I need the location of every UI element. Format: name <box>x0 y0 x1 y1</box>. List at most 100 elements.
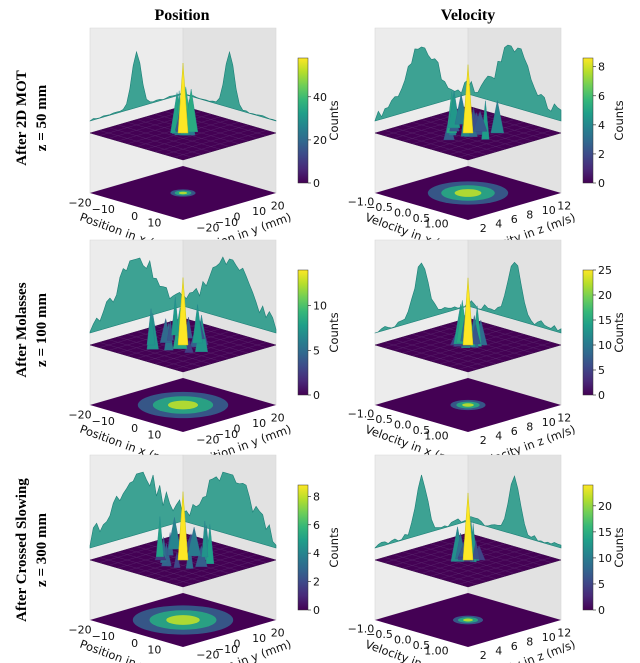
y-tick-label: 20 <box>271 627 285 640</box>
colorbar-tick-label: 2 <box>313 576 320 589</box>
row-title-0: After 2D MOT z = 50 mm <box>14 70 50 166</box>
x-tick-label: −1.0 <box>348 623 375 636</box>
heatmap-spot <box>166 615 200 625</box>
colorbar-tick-label: 6 <box>598 90 605 103</box>
y-tick-label: −20 <box>196 221 219 234</box>
colorbar <box>297 484 309 611</box>
x-tick-label: 1.00 <box>424 429 449 442</box>
colorbar-tick-label: 0 <box>598 604 605 617</box>
colorbar-tick-label: 0 <box>313 389 320 402</box>
row-title-1: After Molasses z = 100 mm <box>14 282 50 377</box>
y-tick-label: 20 <box>271 412 285 425</box>
x-tick-label: −1.0 <box>348 408 375 421</box>
colorbar-tick-label: 4 <box>313 547 320 560</box>
colorbar-tick-label: 10 <box>313 300 327 313</box>
x-tick-label: 0.5 <box>413 639 431 652</box>
colorbar-tick-label: 0 <box>313 177 320 190</box>
surface-peak <box>177 62 189 134</box>
colorbar-label: Counts <box>612 312 626 352</box>
surface-peak <box>184 89 199 133</box>
colorbar-tick-label: 0 <box>598 389 605 402</box>
x-tick-label: −10 <box>92 203 115 216</box>
x-tick-label: 0 <box>131 637 138 650</box>
projection-x <box>374 474 469 549</box>
heatmap-spot <box>178 191 188 195</box>
y-tick-label: 20 <box>271 200 285 213</box>
y-tick-label: 6 <box>511 425 518 438</box>
surface-peak <box>490 100 505 134</box>
column-title-position: Position <box>154 7 209 24</box>
surface-peak <box>201 520 209 558</box>
x-tick-label: −10 <box>92 415 115 428</box>
colorbar-tick-label: 15 <box>598 314 612 327</box>
colorbar <box>582 484 594 611</box>
colorbar-tick-label: 6 <box>313 519 320 532</box>
row-title-2: After Crossed Slowing z = 300 mm <box>14 478 50 622</box>
colorbar-tick-label: 5 <box>313 344 320 357</box>
y-tick-label: 10 <box>252 632 266 645</box>
x-tick-label: −20 <box>68 408 91 421</box>
colorbar-label: Counts <box>612 527 626 567</box>
colorbar-label: Counts <box>327 312 341 352</box>
column-title-velocity: Velocity <box>441 7 496 24</box>
x-tick-label: −0.5 <box>366 628 393 641</box>
colorbar-tick-label: 4 <box>598 119 605 132</box>
x-tick-label: −20 <box>68 623 91 636</box>
y-tick-label: 12 <box>557 626 571 639</box>
y-tick-label: 10 <box>542 416 556 429</box>
surface-peak <box>146 308 156 346</box>
y-tick-label: 2 <box>480 434 487 447</box>
colorbar-label: Counts <box>327 100 341 140</box>
x-tick-label: 0 <box>131 422 138 435</box>
colorbar <box>297 57 309 184</box>
y-tick-label: 6 <box>511 213 518 226</box>
y-tick-label: 0 <box>234 423 241 436</box>
projection-y <box>182 256 277 334</box>
y-tick-label: 8 <box>526 635 533 648</box>
surface-peak <box>462 64 474 134</box>
x-tick-label: 0.0 <box>394 419 412 432</box>
heatmap-spot <box>462 618 474 622</box>
projection-x <box>89 471 184 549</box>
y-tick-label: 2 <box>480 222 487 235</box>
y-tick-label: −10 <box>215 643 238 656</box>
colorbar <box>582 269 594 396</box>
y-tick-label: 12 <box>557 411 571 424</box>
row-title-line1: After Crossed Slowing <box>14 478 30 622</box>
x-tick-label: 1.00 <box>424 644 449 657</box>
projection-y <box>467 475 562 549</box>
x-tick-label: 10 <box>147 644 161 657</box>
y-tick-label: 8 <box>526 420 533 433</box>
surface-peak <box>168 517 181 550</box>
x-tick-label: −1.0 <box>348 196 375 209</box>
colorbar-tick-label: 10 <box>598 339 612 352</box>
x-tick-label: 10 <box>147 429 161 442</box>
y-tick-label: 0 <box>234 638 241 651</box>
colorbar-tick-label: 40 <box>313 91 327 104</box>
y-tick-label: 2 <box>480 649 487 662</box>
x-tick-label: 1.00 <box>424 217 449 230</box>
colorbar-tick-label: 15 <box>598 526 612 539</box>
surface-peak <box>184 338 194 353</box>
projection-x <box>89 257 184 334</box>
projection-x <box>89 50 184 122</box>
y-tick-label: 10 <box>542 204 556 217</box>
colorbar-tick-label: 20 <box>598 289 612 302</box>
surface-peak <box>155 516 164 557</box>
projection-y <box>182 50 277 122</box>
x-tick-label: −10 <box>92 630 115 643</box>
y-tick-label: 6 <box>511 640 518 653</box>
y-tick-label: 10 <box>252 417 266 430</box>
x-tick-label: 0 <box>131 210 138 223</box>
surface-peak <box>462 492 474 561</box>
heatmap-spot <box>462 403 474 407</box>
y-tick-label: 4 <box>495 217 502 230</box>
colorbar-tick-label: 10 <box>598 552 612 565</box>
colorbar-tick-label: 20 <box>598 500 612 513</box>
projection-y <box>182 471 277 549</box>
y-tick-label: −20 <box>196 433 219 446</box>
surface-peak <box>171 296 180 336</box>
